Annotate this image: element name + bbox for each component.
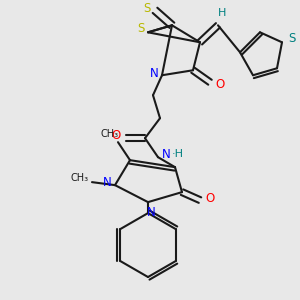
Text: S: S xyxy=(137,22,145,35)
Text: S: S xyxy=(143,2,151,15)
Text: CH₃: CH₃ xyxy=(101,129,119,139)
Text: O: O xyxy=(206,192,214,205)
Text: H: H xyxy=(218,8,226,18)
Text: N: N xyxy=(162,148,170,161)
Text: S: S xyxy=(288,32,296,45)
Text: ·H: ·H xyxy=(172,149,184,159)
Text: N: N xyxy=(103,176,111,189)
Text: N: N xyxy=(147,206,155,219)
Text: N: N xyxy=(150,67,158,80)
Text: CH₃: CH₃ xyxy=(71,173,89,183)
Text: O: O xyxy=(215,78,225,91)
Text: O: O xyxy=(111,129,121,142)
